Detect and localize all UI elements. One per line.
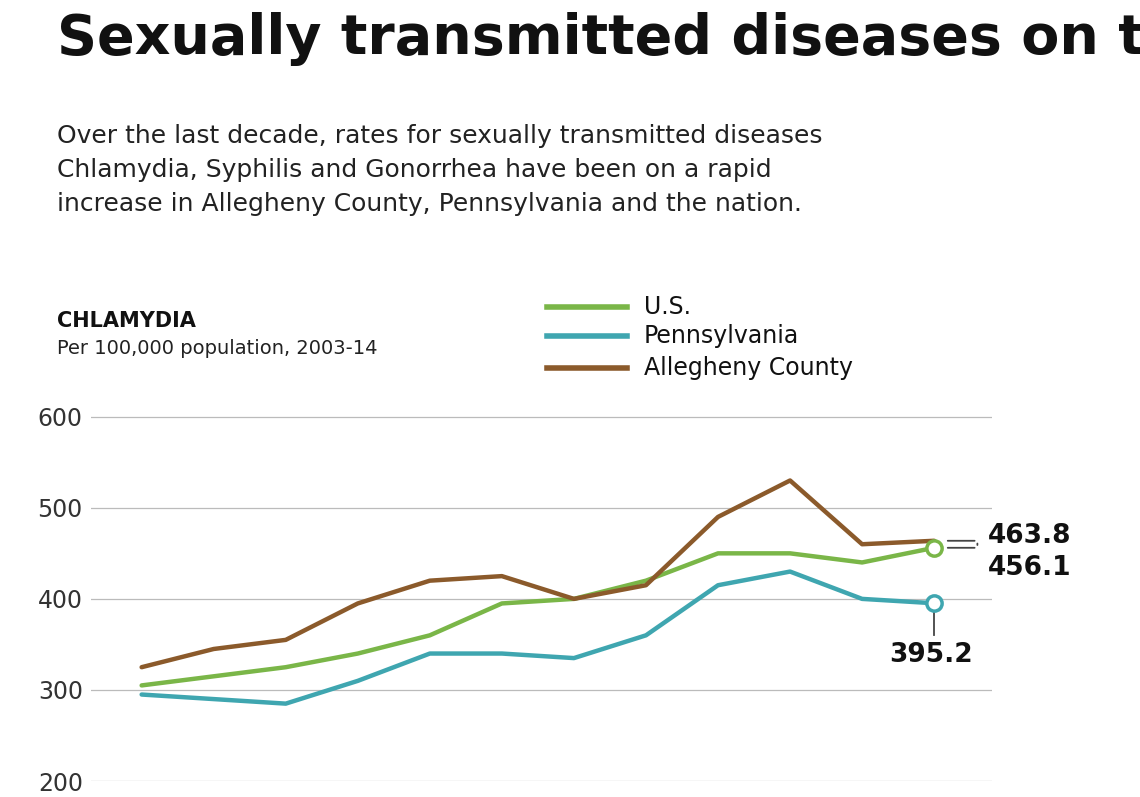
Text: Pennsylvania: Pennsylvania: [644, 324, 799, 348]
Text: 395.2: 395.2: [889, 642, 972, 668]
Text: 456.1: 456.1: [988, 555, 1072, 581]
Text: Allegheny County: Allegheny County: [644, 356, 853, 380]
Text: CHLAMYDIA: CHLAMYDIA: [57, 311, 196, 331]
Text: Sexually transmitted diseases on the rise: Sexually transmitted diseases on the ris…: [57, 12, 1140, 66]
Text: U.S.: U.S.: [644, 295, 691, 319]
Text: 463.8: 463.8: [988, 523, 1072, 549]
Text: Over the last decade, rates for sexually transmitted diseases
Chlamydia, Syphili: Over the last decade, rates for sexually…: [57, 124, 822, 217]
Text: Per 100,000 population, 2003-14: Per 100,000 population, 2003-14: [57, 339, 377, 358]
